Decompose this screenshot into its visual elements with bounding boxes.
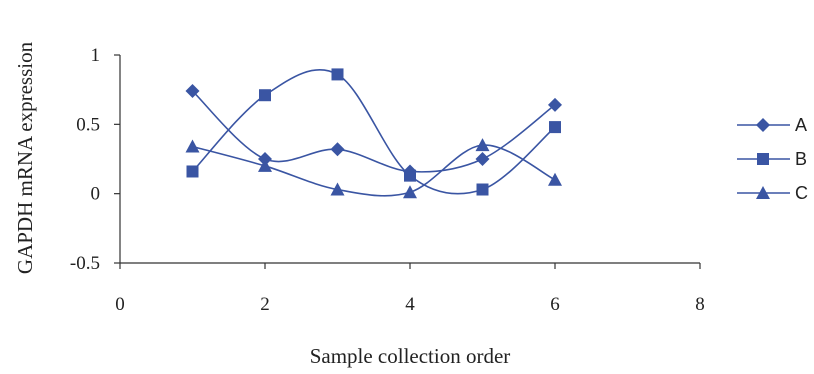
data-point-b bbox=[259, 89, 271, 102]
x-axis-title: Sample collection order bbox=[310, 344, 511, 368]
x-tick-label: 2 bbox=[260, 294, 270, 315]
x-ticks: 0 2 4 6 8 bbox=[115, 263, 705, 315]
series-line-a bbox=[191, 90, 556, 173]
y-tick-label: 1 bbox=[91, 45, 101, 66]
legend-label: C bbox=[795, 183, 808, 203]
legend-label: B bbox=[795, 149, 807, 169]
data-point-b bbox=[331, 68, 344, 81]
series-layer bbox=[185, 68, 562, 199]
data-point-c bbox=[403, 185, 417, 199]
series-b bbox=[186, 68, 561, 196]
legend-label: A bbox=[795, 115, 807, 135]
y-tick-label: 0.5 bbox=[76, 114, 100, 135]
legend-item-b: B bbox=[737, 149, 807, 169]
series-line-c bbox=[192, 144, 556, 197]
y-tick-label: 0 bbox=[91, 184, 101, 205]
data-point-a bbox=[330, 142, 345, 157]
data-point-c bbox=[475, 138, 490, 152]
x-tick-label: 0 bbox=[115, 294, 125, 315]
legend-marker bbox=[756, 186, 770, 199]
y-tick-label: -0.5 bbox=[70, 253, 100, 274]
x-tick-label: 4 bbox=[405, 294, 415, 315]
data-point-c bbox=[258, 158, 272, 172]
y-ticks: 1 0.5 0 -0.5 bbox=[70, 45, 120, 274]
legend-marker bbox=[756, 118, 770, 132]
series-line-b bbox=[191, 69, 556, 195]
data-point-b bbox=[186, 165, 199, 178]
series-a bbox=[185, 84, 562, 179]
data-point-a bbox=[185, 84, 200, 99]
y-axis-title: GAPDH mRNA expression bbox=[13, 41, 37, 274]
data-point-b bbox=[549, 121, 561, 134]
legend-item-a: A bbox=[737, 115, 807, 135]
series-c bbox=[185, 138, 562, 199]
x-tick-label: 6 bbox=[550, 294, 560, 315]
legend: ABC bbox=[737, 115, 808, 203]
data-point-c bbox=[330, 182, 345, 196]
data-point-a bbox=[548, 97, 562, 112]
legend-marker bbox=[757, 153, 769, 165]
data-point-c bbox=[548, 172, 562, 186]
data-point-b bbox=[404, 169, 416, 182]
data-point-c bbox=[185, 139, 200, 153]
x-tick-label: 8 bbox=[695, 294, 705, 315]
data-point-a bbox=[475, 152, 490, 166]
data-point-b bbox=[476, 183, 489, 196]
legend-item-c: C bbox=[737, 183, 808, 203]
axes bbox=[119, 55, 700, 264]
